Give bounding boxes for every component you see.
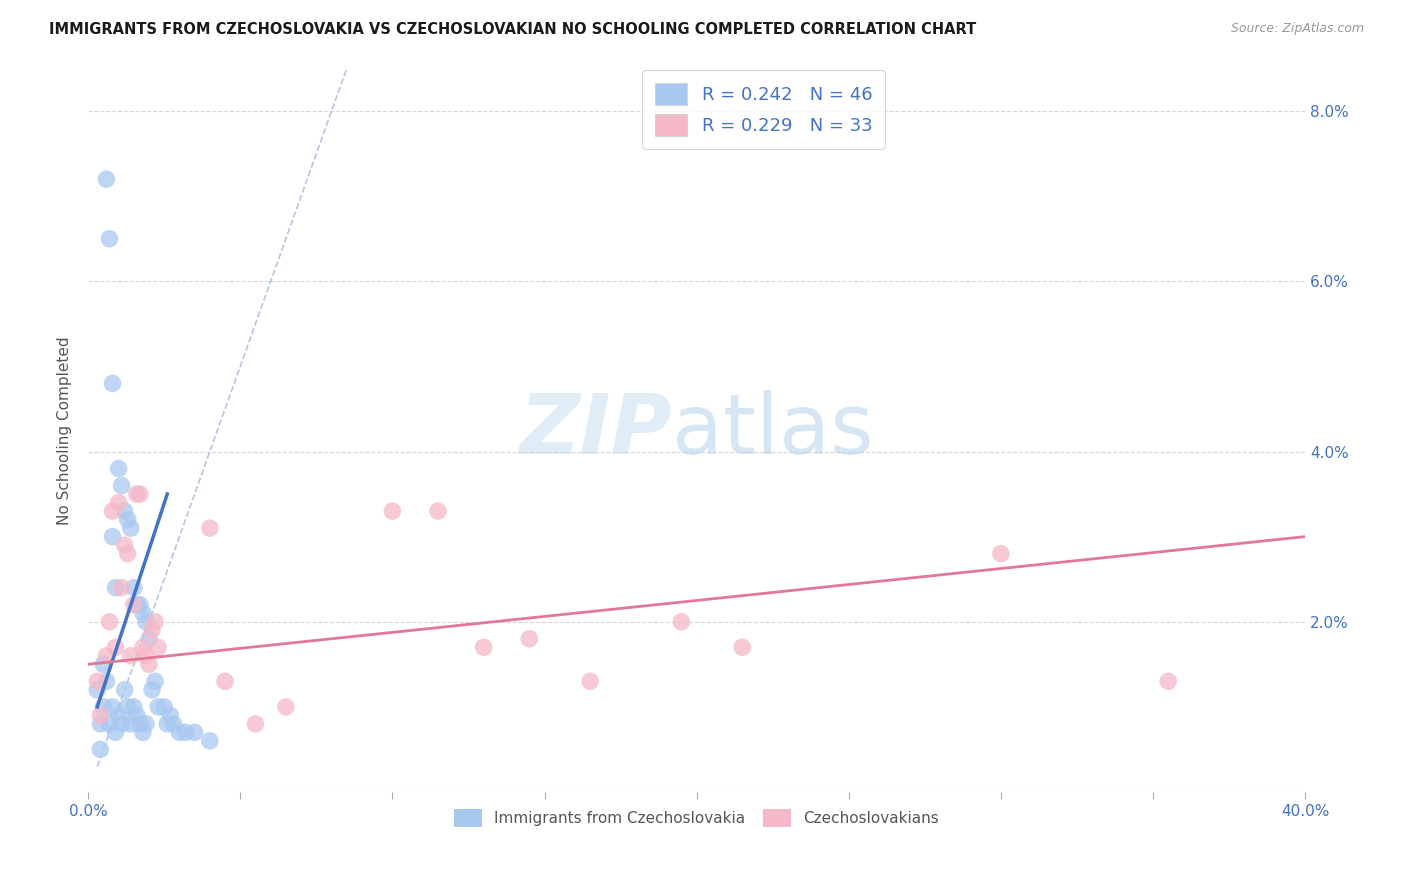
Point xyxy=(117,513,139,527)
Point xyxy=(98,615,121,629)
Point xyxy=(110,717,132,731)
Point xyxy=(135,615,157,629)
Point xyxy=(146,640,169,655)
Point xyxy=(381,504,404,518)
Point xyxy=(117,547,139,561)
Text: Source: ZipAtlas.com: Source: ZipAtlas.com xyxy=(1230,22,1364,36)
Point xyxy=(141,682,163,697)
Point xyxy=(89,708,111,723)
Point xyxy=(162,717,184,731)
Point xyxy=(104,581,127,595)
Point xyxy=(110,478,132,492)
Point xyxy=(114,682,136,697)
Point xyxy=(156,717,179,731)
Point xyxy=(132,606,155,620)
Point xyxy=(125,598,148,612)
Point xyxy=(101,699,124,714)
Point xyxy=(169,725,191,739)
Text: ZIP: ZIP xyxy=(520,390,672,471)
Point xyxy=(110,581,132,595)
Point xyxy=(86,674,108,689)
Point xyxy=(89,742,111,756)
Point xyxy=(96,172,118,186)
Point xyxy=(93,699,115,714)
Point xyxy=(990,547,1012,561)
Point xyxy=(96,674,118,689)
Point xyxy=(198,521,221,535)
Point xyxy=(153,699,176,714)
Point xyxy=(135,717,157,731)
Text: IMMIGRANTS FROM CZECHOSLOVAKIA VS CZECHOSLOVAKIAN NO SCHOOLING COMPLETED CORRELA: IMMIGRANTS FROM CZECHOSLOVAKIA VS CZECHO… xyxy=(49,22,976,37)
Point xyxy=(472,640,495,655)
Y-axis label: No Schooling Completed: No Schooling Completed xyxy=(58,336,72,524)
Point xyxy=(128,487,150,501)
Point xyxy=(132,725,155,739)
Point xyxy=(98,717,121,731)
Point xyxy=(128,598,150,612)
Point xyxy=(96,648,118,663)
Point xyxy=(128,717,150,731)
Point xyxy=(101,504,124,518)
Point xyxy=(120,648,142,663)
Point xyxy=(183,725,205,739)
Point xyxy=(101,376,124,391)
Point xyxy=(1157,674,1180,689)
Point xyxy=(114,538,136,552)
Point xyxy=(114,504,136,518)
Point xyxy=(107,708,129,723)
Point xyxy=(214,674,236,689)
Point xyxy=(731,640,754,655)
Point xyxy=(98,232,121,246)
Point xyxy=(117,699,139,714)
Point xyxy=(132,640,155,655)
Point xyxy=(93,657,115,672)
Point xyxy=(135,648,157,663)
Point xyxy=(89,717,111,731)
Point xyxy=(125,708,148,723)
Point xyxy=(107,495,129,509)
Point xyxy=(159,708,181,723)
Point xyxy=(125,487,148,501)
Point xyxy=(107,461,129,475)
Point xyxy=(120,521,142,535)
Point xyxy=(122,581,145,595)
Point xyxy=(138,632,160,646)
Point xyxy=(120,717,142,731)
Point xyxy=(274,699,297,714)
Point xyxy=(671,615,693,629)
Point xyxy=(245,717,267,731)
Point xyxy=(141,624,163,638)
Point xyxy=(517,632,540,646)
Point xyxy=(86,682,108,697)
Point xyxy=(143,674,166,689)
Point xyxy=(104,725,127,739)
Point xyxy=(101,530,124,544)
Point xyxy=(198,734,221,748)
Legend: Immigrants from Czechoslovakia, Czechoslovakians: Immigrants from Czechoslovakia, Czechosl… xyxy=(447,801,946,835)
Point xyxy=(427,504,450,518)
Point xyxy=(174,725,197,739)
Point xyxy=(579,674,602,689)
Point xyxy=(138,657,160,672)
Point xyxy=(104,640,127,655)
Text: atlas: atlas xyxy=(672,390,875,471)
Point xyxy=(143,615,166,629)
Point xyxy=(122,598,145,612)
Point xyxy=(146,699,169,714)
Point xyxy=(122,699,145,714)
